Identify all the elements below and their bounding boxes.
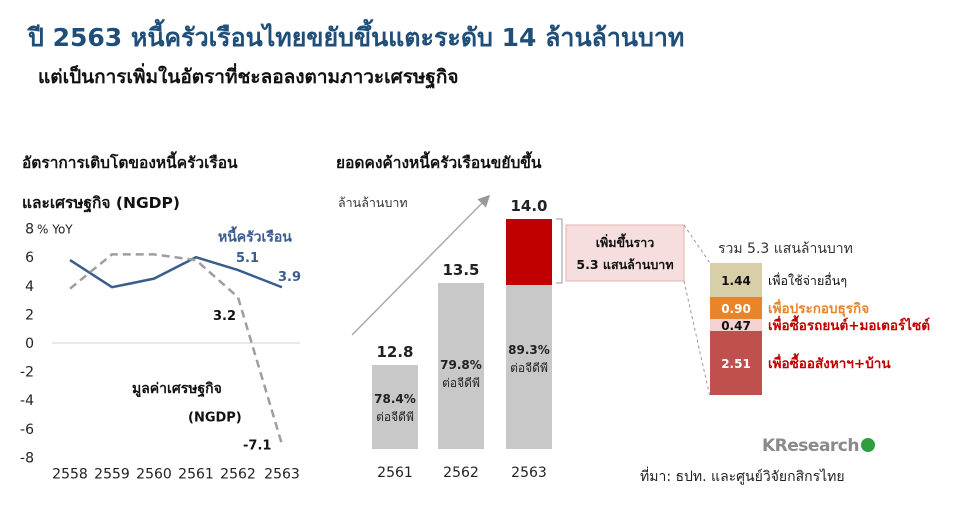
y-tick-label: -2: [20, 365, 34, 381]
bar-2561: [372, 365, 418, 449]
bar-category-label: 2563: [511, 465, 547, 481]
trend-arrow: [351, 194, 491, 336]
gdp-ratio-caption: ต่อจีดีพี: [376, 410, 414, 424]
gdp-ratio-label: 89.3%: [508, 343, 550, 357]
gdp-ratio-label: 79.8%: [440, 358, 482, 372]
bar-y-unit: ล้านล้านบาท: [338, 195, 408, 210]
y-tick-label: -4: [20, 393, 34, 409]
bar-category-label: 2561: [377, 465, 413, 481]
breakdown-category-label: เพื่อประกอบธุรกิจ: [768, 298, 869, 317]
leaf-icon: [860, 438, 875, 452]
ngdp-legend-line1: มูลค่าเศรษฐกิจ: [132, 381, 222, 398]
y-tick-label: -8: [20, 450, 34, 466]
bar-chart-title: ยอดคงค้างหนี้ครัวเรือนขยับขึ้น: [336, 154, 542, 172]
bar-value-label: 12.8: [376, 343, 413, 361]
ngdp-legend-line2: (NGDP): [188, 411, 242, 426]
line-chart-title-line1: อัตราการเติบโตของหนี้ครัวเรือน: [22, 154, 238, 172]
bar-value-label: 13.5: [442, 261, 479, 279]
connector-bottom: [683, 280, 711, 398]
breakdown-value-label: 0.47: [721, 319, 751, 333]
y-tick-label: 6: [25, 250, 34, 266]
bar-value-label: 14.0: [510, 197, 547, 215]
data-label-2563-ngdp: -7.1: [243, 439, 271, 454]
page-title: ปี 2563 หนี้ครัวเรือนไทยขยับขึ้นแตะระดับ…: [28, 23, 685, 52]
line-chart-title-line2: และเศรษฐกิจ (NGDP): [22, 194, 180, 212]
breakdown-category-label: เพื่อซื้อรถยนต์+มอเตอร์ไซต์: [768, 315, 930, 334]
breakdown-segment: [710, 297, 762, 319]
data-label-2563-debt: 3.9: [278, 270, 301, 285]
household-debt-growth-line: [69, 255, 283, 289]
bar-2562: [438, 283, 484, 449]
x-tick-label: 2559: [94, 466, 130, 482]
y-tick-label: 2: [25, 307, 34, 323]
page-subtitle: แต่เป็นการเพิ่มในอัตราที่ชะลอลงตามภาวะเศ…: [38, 66, 459, 88]
connector-top: [683, 224, 711, 264]
x-tick-label: 2560: [136, 466, 172, 482]
gdp-ratio-label: 78.4%: [374, 392, 416, 406]
y-tick-label: 4: [25, 279, 34, 295]
bar-2563-increase: [506, 219, 552, 285]
x-tick-label: 2562: [220, 466, 256, 482]
breakdown-category-label: เพื่อซื้ออสังหาฯ+บ้าน: [768, 353, 891, 372]
breakdown-segment: [710, 331, 762, 395]
breakdown-title: รวม 5.3 แสนล้านบาท: [718, 241, 853, 257]
increase-callout-line2: 5.3 แสนล้านบาท: [576, 257, 673, 272]
increase-callout-box: [565, 224, 685, 282]
bar-chart: ล้านล้านบาท 12.8 2561 13.5 2562 14.0 2563 78.4%…: [338, 194, 930, 481]
line-chart: 8 6 4 2 0 -2 -4 -6 -8 % YoY 2558 2559 2560 2561 2562 25…: [20, 222, 301, 483]
data-label-2562-debt: 5.1: [236, 251, 259, 266]
x-tick-label: 2563: [264, 466, 300, 482]
source-note: ที่มา: ธปท. และศูนย์วิจัยกสิกรไทย: [640, 469, 845, 485]
y-tick-label: 8: [25, 222, 34, 238]
breakdown-value-label: 0.90: [721, 302, 751, 316]
breakdown-value-label: 1.44: [721, 274, 751, 288]
x-tick-label: 2558: [52, 466, 88, 482]
gdp-ratio-caption: ต่อจีดีพี: [510, 361, 548, 375]
brand-name: KResearch: [762, 436, 859, 456]
household-debt-legend: หนี้ครัวเรือน: [218, 225, 292, 245]
breakdown-value-label: 2.51: [721, 357, 751, 371]
kresearch-logo: KResearch: [762, 436, 875, 456]
breakdown-segment: [710, 263, 762, 297]
breakdown-category-label: เพื่อใช้จ่ายอื่นๆ: [768, 272, 847, 288]
y-tick-label: -6: [20, 422, 34, 438]
y-unit-label: % YoY: [37, 223, 73, 237]
breakdown-segment: [710, 319, 762, 331]
data-label-2562-ngdp: 3.2: [213, 309, 236, 324]
x-tick-label: 2561: [178, 466, 214, 482]
increase-callout-line1: เพิ่มขึ้นราว: [596, 233, 655, 250]
gdp-ratio-caption: ต่อจีดีพี: [442, 376, 480, 390]
increase-bracket: [556, 218, 563, 284]
y-tick-label: 0: [25, 336, 34, 352]
ngdp-growth-line: [69, 253, 284, 445]
bar-category-label: 2562: [443, 465, 479, 481]
